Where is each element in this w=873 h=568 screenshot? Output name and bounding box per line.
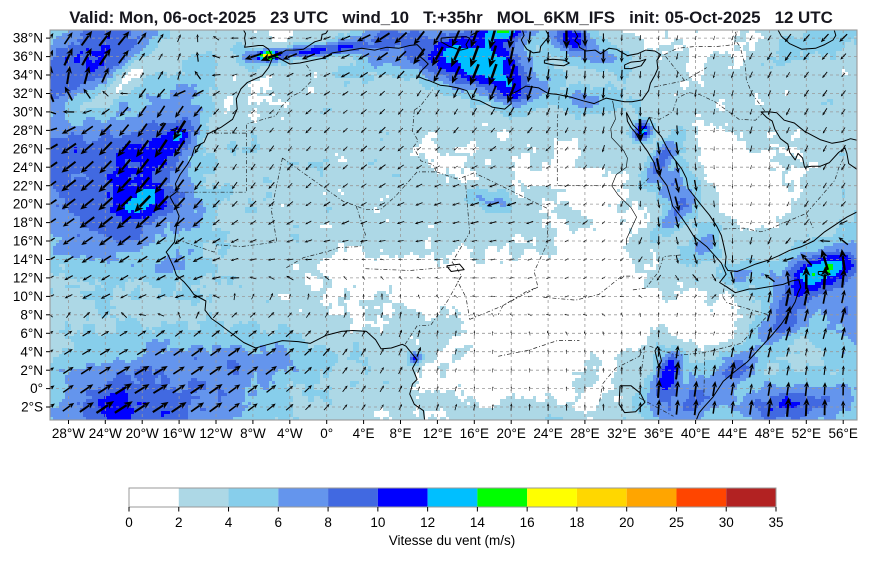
svg-text:2: 2 [175, 515, 183, 530]
svg-text:12°W: 12°W [199, 426, 232, 441]
svg-text:28°E: 28°E [570, 426, 599, 441]
svg-text:36°E: 36°E [644, 426, 673, 441]
svg-text:0°: 0° [30, 381, 43, 396]
svg-text:22°N: 22°N [13, 178, 43, 193]
svg-text:24°N: 24°N [13, 160, 43, 175]
svg-text:14: 14 [470, 515, 486, 530]
svg-text:56°E: 56°E [828, 426, 857, 441]
svg-text:4°N: 4°N [20, 344, 43, 359]
svg-text:20°W: 20°W [126, 426, 159, 441]
svg-text:4: 4 [225, 515, 233, 530]
svg-text:38°N: 38°N [13, 31, 43, 46]
svg-text:25: 25 [669, 515, 684, 530]
svg-text:28°N: 28°N [13, 123, 43, 138]
svg-text:35: 35 [768, 515, 783, 530]
svg-text:8: 8 [324, 515, 332, 530]
svg-text:12°N: 12°N [13, 271, 43, 286]
svg-text:32°E: 32°E [607, 426, 636, 441]
svg-text:30: 30 [719, 515, 734, 530]
svg-text:8°E: 8°E [390, 426, 412, 441]
svg-text:6°N: 6°N [20, 326, 43, 341]
svg-text:Vitesse du vent (m/s): Vitesse du vent (m/s) [389, 533, 516, 548]
svg-text:18: 18 [569, 515, 584, 530]
svg-text:24°E: 24°E [533, 426, 562, 441]
svg-text:8°N: 8°N [20, 307, 43, 322]
svg-text:8°W: 8°W [240, 426, 266, 441]
svg-text:10: 10 [370, 515, 385, 530]
svg-text:20: 20 [619, 515, 634, 530]
svg-text:26°N: 26°N [13, 141, 43, 156]
svg-text:0°: 0° [320, 426, 333, 441]
svg-text:4°E: 4°E [353, 426, 375, 441]
svg-text:6: 6 [275, 515, 283, 530]
svg-text:Valid: Mon, 06-oct-2025 23 U: Valid: Mon, 06-oct-2025 23 UTC wind_10 T… [69, 8, 833, 27]
svg-text:16: 16 [520, 515, 535, 530]
svg-text:52°E: 52°E [792, 426, 821, 441]
svg-text:34°N: 34°N [13, 68, 43, 83]
svg-text:30°N: 30°N [13, 105, 43, 120]
svg-text:32°N: 32°N [13, 86, 43, 101]
svg-text:4°W: 4°W [277, 426, 303, 441]
svg-text:28°W: 28°W [52, 426, 85, 441]
svg-text:20°N: 20°N [13, 197, 43, 212]
svg-text:24°W: 24°W [89, 426, 122, 441]
svg-text:0: 0 [125, 515, 133, 530]
svg-text:16°N: 16°N [13, 234, 43, 249]
svg-text:2°N: 2°N [20, 363, 43, 378]
svg-text:16°E: 16°E [460, 426, 489, 441]
svg-text:12°E: 12°E [423, 426, 452, 441]
svg-text:10°N: 10°N [13, 289, 43, 304]
svg-text:2°S: 2°S [21, 400, 43, 415]
svg-text:40°E: 40°E [681, 426, 710, 441]
svg-text:16°W: 16°W [163, 426, 196, 441]
svg-text:12: 12 [420, 515, 435, 530]
svg-text:36°N: 36°N [13, 49, 43, 64]
svg-text:14°N: 14°N [13, 252, 43, 267]
svg-text:44°E: 44°E [718, 426, 747, 441]
svg-text:20°E: 20°E [496, 426, 525, 441]
svg-text:48°E: 48°E [755, 426, 784, 441]
svg-text:18°N: 18°N [13, 215, 43, 230]
